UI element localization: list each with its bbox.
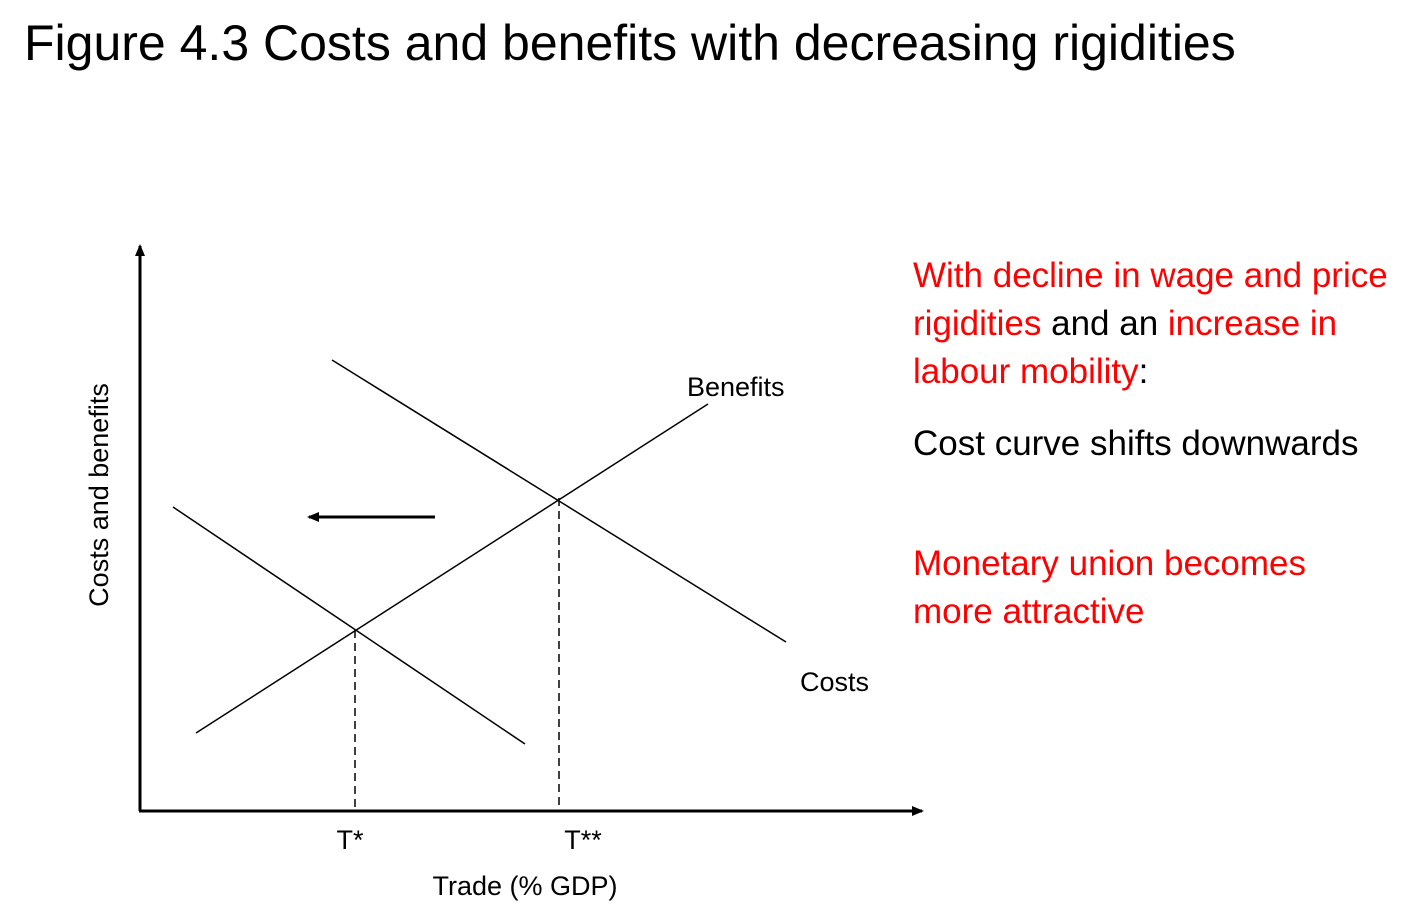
connector-text: and an (1041, 304, 1168, 343)
explanation-paragraph-1: With decline in wage and price rigiditie… (913, 252, 1393, 396)
t-double-star-tick-label: T** (564, 825, 602, 855)
explanation-paragraph-2: Cost curve shifts downwards (913, 424, 1359, 463)
t-star-tick-label: T* (337, 825, 364, 855)
highlight-rigidities-text: With decline in wage and price rigiditie… (913, 256, 1388, 343)
explanation-paragraph-3: Monetary union becomes more attractive (913, 544, 1306, 631)
slide-title: Figure 4.3 Costs and benefits with decre… (24, 15, 1236, 71)
benefits-label: Benefits (687, 372, 785, 402)
costs-label: Costs (800, 667, 869, 697)
x-axis-label: Trade (% GDP) (432, 871, 617, 901)
highlight-mobility-text: increase in labour mobility (913, 304, 1338, 391)
colon-text: : (1138, 352, 1149, 391)
costs-curve-shifted (172, 506, 526, 745)
y-axis-label: Costs and benefits (84, 383, 114, 607)
benefits-curve (195, 403, 709, 734)
